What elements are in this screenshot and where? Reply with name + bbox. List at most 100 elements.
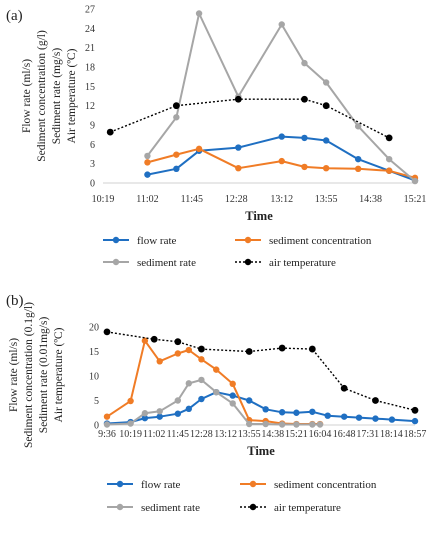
data-point-flow-rate xyxy=(174,410,182,417)
data-point-sediment-rate xyxy=(156,408,163,415)
series-line-flow-rate xyxy=(147,135,416,182)
x-tick-label: 15:21 xyxy=(404,194,427,205)
data-point-sediment-rate xyxy=(301,59,308,67)
data-point-sediment-rate xyxy=(316,421,324,428)
data-point-sediment-concentration xyxy=(173,151,180,158)
data-point-flow-rate xyxy=(198,395,205,403)
x-tick-label: 15:21 xyxy=(285,429,308,440)
x-tick-label: 18:14 xyxy=(380,429,403,440)
data-point-sediment-concentration xyxy=(103,413,111,420)
data-point-air-temperature xyxy=(340,384,348,392)
data-point-flow-rate xyxy=(309,408,316,415)
data-point-air-temperature xyxy=(411,406,419,414)
x-tick-label: 11:02 xyxy=(136,194,158,205)
panel-b: (b) 0 5 10 15 20 9:36 10:19 11:02 11:45 12:28 13:12… xyxy=(6,293,426,514)
y-axis-title-line: Sediment concentration (g/l) xyxy=(36,30,48,162)
y-axis-title-line: Sediment rate (0.01mg/s) xyxy=(38,317,50,434)
data-point-air-temperature xyxy=(172,102,180,110)
data-point-flow-rate xyxy=(372,415,379,422)
x-tick-label: 11:45 xyxy=(181,194,203,205)
data-point-air-temperature xyxy=(103,328,111,336)
y-tick-label: 21 xyxy=(85,43,95,54)
data-point-sediment-rate xyxy=(198,376,205,384)
x-tick-label: 13:55 xyxy=(238,429,261,440)
data-point-sediment-concentration xyxy=(235,164,242,172)
data-point-sediment-rate xyxy=(213,388,220,396)
data-point-sediment-concentration xyxy=(127,397,134,405)
y-tick-label: 15 xyxy=(85,82,95,93)
y-tick-label: 10 xyxy=(89,372,99,383)
x-tick-label: 9:36 xyxy=(98,429,116,440)
legend-marker xyxy=(112,236,120,244)
y-tick-label: 27 xyxy=(85,5,95,16)
series-line-sediment-rate xyxy=(146,12,416,182)
data-point-flow-rate xyxy=(156,413,163,420)
data-point-sediment-concentration xyxy=(185,346,193,354)
data-point-sediment-rate xyxy=(278,21,285,28)
data-point-air-temperature xyxy=(106,128,114,136)
data-point-flow-rate xyxy=(324,412,331,419)
data-point-sediment-rate xyxy=(173,114,180,121)
data-point-sediment-concentration xyxy=(195,145,203,153)
x-axis-title: Time xyxy=(245,209,273,223)
x-tick-label: 13:12 xyxy=(270,194,293,205)
data-point-sediment-concentration xyxy=(354,165,362,173)
data-point-flow-rate xyxy=(235,144,242,151)
data-point-sediment-rate xyxy=(293,421,300,428)
x-tick-label: 13:55 xyxy=(315,194,338,205)
x-tick-label: 11:45 xyxy=(167,429,189,440)
y-tick-label: 15 xyxy=(89,347,99,358)
y-tick-label: 3 xyxy=(90,159,95,170)
legend-label: sediment rate xyxy=(137,257,196,269)
data-point-flow-rate xyxy=(245,397,253,404)
data-point-flow-rate xyxy=(411,417,419,425)
y-tick-label: 20 xyxy=(89,323,99,334)
data-point-flow-rate xyxy=(388,416,396,423)
y-axis-title-line: Sediment rate (mg/s) xyxy=(51,48,63,145)
y-tick-label: 12 xyxy=(85,101,95,112)
data-point-air-temperature xyxy=(234,95,242,103)
data-point-sediment-rate xyxy=(309,421,316,428)
y-tick-label: 0 xyxy=(90,179,95,190)
data-point-sediment-rate xyxy=(229,400,236,407)
data-point-air-temperature xyxy=(322,102,330,110)
data-point-air-temperature xyxy=(308,345,316,353)
y-axis-title-line: Flow rate (ml/s) xyxy=(21,59,33,133)
panel-a: (a) 0 3 6 9 12 15 18 21 24 27 10:19 11:02 11:45 12:28 1… xyxy=(6,5,426,270)
data-point-sediment-concentration xyxy=(156,358,163,365)
y-axis-title-line: Flow rate (ml/s) xyxy=(8,338,20,412)
x-tick-label: 17:31 xyxy=(356,429,379,440)
data-point-sediment-rate xyxy=(174,397,182,404)
data-point-flow-rate xyxy=(322,137,330,144)
data-point-sediment-concentration xyxy=(322,164,330,172)
data-point-air-temperature xyxy=(245,348,253,355)
legend-label: flow rate xyxy=(141,479,181,491)
data-point-sediment-rate xyxy=(385,155,393,163)
legend-marker xyxy=(116,480,124,488)
legend-marker xyxy=(244,236,252,244)
data-point-air-temperature xyxy=(372,397,379,404)
legend-marker xyxy=(244,258,252,266)
data-point-sediment-rate xyxy=(144,152,151,160)
series-line-sediment-concentration xyxy=(106,339,320,425)
data-point-flow-rate xyxy=(293,409,300,416)
y-tick-label: 0 xyxy=(94,421,99,432)
data-point-air-temperature xyxy=(150,335,158,343)
series-line-flow-rate xyxy=(106,391,416,425)
data-point-sediment-concentration xyxy=(174,350,182,357)
x-tick-label: 10:19 xyxy=(119,429,142,440)
series-line-sediment-rate xyxy=(106,378,320,426)
legend-marker xyxy=(112,258,120,266)
data-point-sediment-rate xyxy=(278,421,286,428)
data-point-sediment-rate xyxy=(103,421,111,428)
legend-label: air temperature xyxy=(269,257,336,269)
data-point-flow-rate xyxy=(173,165,180,173)
panel-label: (b) xyxy=(6,293,24,309)
data-point-sediment-concentration xyxy=(198,356,205,363)
data-point-flow-rate xyxy=(301,134,308,142)
x-tick-label: 16:04 xyxy=(309,429,332,440)
panel-label: (a) xyxy=(6,8,23,24)
x-tick-label: 14:38 xyxy=(261,429,284,440)
data-point-sediment-rate xyxy=(411,177,419,185)
